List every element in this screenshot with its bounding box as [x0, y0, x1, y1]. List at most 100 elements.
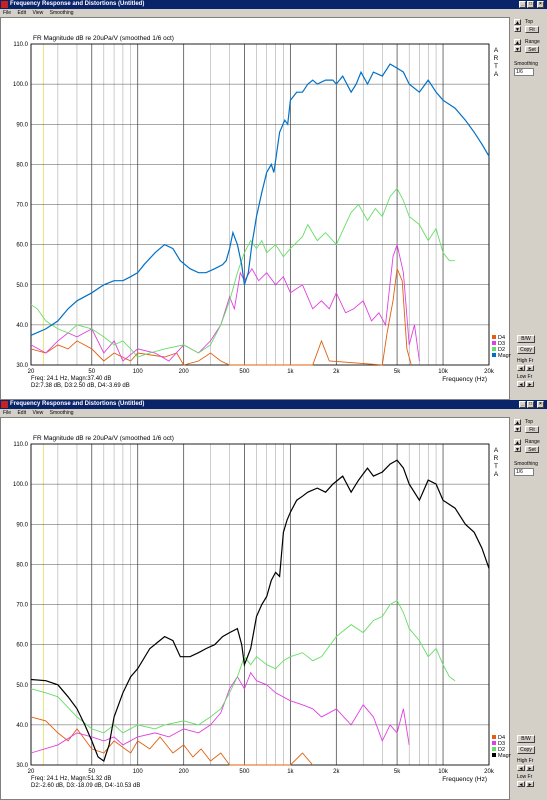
menu-edit[interactable]: Edit [17, 10, 27, 16]
top-down-button[interactable]: ▼ [514, 426, 521, 433]
menu-smoothing[interactable]: Smoothing [49, 10, 74, 16]
y-tick-label: 60.0 [16, 243, 28, 249]
menu-smoothing[interactable]: Smoothing [49, 410, 74, 416]
smoothing-select[interactable]: 1/6 [514, 68, 534, 76]
x-tick-label: 20k [484, 769, 495, 775]
x-tick-label: 200 [179, 769, 190, 775]
x-axis-label: Frequency (Hz) [442, 376, 487, 383]
y-tick-label: 90.0 [16, 522, 28, 528]
window-title: Frequency Response and Distortions (Unti… [10, 1, 145, 7]
grid [30, 443, 490, 766]
y-tick-label: 70.0 [16, 603, 28, 609]
range-up-button[interactable]: ▲ [514, 39, 521, 46]
high-fr-right-button[interactable]: ► [526, 765, 534, 772]
range-label: Range [525, 439, 540, 445]
series-line-magn [30, 63, 490, 336]
title-bar: Frequency Response and Distortions (Unti… [0, 400, 547, 409]
menu-file[interactable]: File [3, 410, 12, 416]
copy-button[interactable]: Copy [517, 746, 535, 754]
watermark-letter: R [494, 55, 499, 62]
y-tick-label: 30.0 [16, 363, 28, 369]
y-tick-label: 110.0 [13, 442, 28, 448]
frequency-response-chart[interactable]: 30.0 40.0 50.0 60.0 70.0 80.0 90.0 100.0 110.0 20… [1, 18, 511, 400]
menu-bar: File Edit View Smoothing [0, 9, 547, 17]
watermark-letter: T [494, 63, 498, 70]
range-down-button[interactable]: ▼ [514, 446, 521, 453]
minimize-button[interactable]: _ [519, 401, 526, 408]
x-tick-label: 50 [88, 369, 95, 375]
x-tick-label: 20 [28, 769, 35, 775]
app-icon [1, 401, 8, 408]
window-bottom: Frequency Response and Distortions (Unti… [0, 400, 547, 800]
fit-button[interactable]: Fit [525, 426, 539, 433]
menu-edit[interactable]: Edit [17, 410, 27, 416]
title-bar: Frequency Response and Distortions (Unti… [0, 0, 547, 9]
y-tick-label: 100.0 [13, 482, 29, 488]
x-tick-label: 2k [333, 769, 340, 775]
top-label: Top [525, 19, 534, 25]
y-tick-label: 40.0 [16, 323, 28, 329]
smoothing-select[interactable]: 1/6 [514, 468, 534, 476]
range-down-button[interactable]: ▼ [514, 46, 521, 53]
y-tick-label: 50.0 [16, 283, 28, 289]
series-line-d2 [30, 187, 456, 358]
low-fr-right-button[interactable]: ► [526, 381, 534, 388]
x-tick-label: 10k [438, 369, 449, 375]
low-fr-right-button[interactable]: ► [526, 781, 534, 788]
x-tick-label: 1k [287, 769, 294, 775]
status-readout-line2: D2:7.38 dB, D3:2.50 dB, D4:-3.69 dB [31, 383, 130, 389]
plot-area[interactable]: 30.0 40.0 50.0 60.0 70.0 80.0 90.0 100.0 110.0 20… [0, 417, 511, 800]
maximize-button[interactable]: □ [527, 1, 534, 8]
fit-button[interactable]: Fit [525, 26, 539, 33]
y-tick-label: 40.0 [16, 723, 28, 729]
y-tick-label: 30.0 [16, 763, 28, 769]
bw-button[interactable]: B/W [517, 335, 535, 343]
legend-label-d3: D3 [498, 341, 505, 347]
close-button[interactable]: × [537, 1, 544, 8]
series-line-magn [30, 459, 490, 762]
legend-label-d2: D2 [498, 747, 505, 753]
low-fr-left-button[interactable]: ◄ [517, 381, 525, 388]
watermark-letter: A [494, 71, 499, 78]
legend-swatch-d3 [492, 741, 496, 745]
chart-title: FR Magnitude dB re 20uPa/V (smoothed 1/6… [33, 35, 174, 42]
menu-view[interactable]: View [32, 410, 44, 416]
top-up-button[interactable]: ▲ [514, 19, 521, 26]
high-fr-left-button[interactable]: ◄ [517, 365, 525, 372]
legend-label-d4: D4 [498, 735, 505, 741]
plot-area[interactable]: 30.0 40.0 50.0 60.0 70.0 80.0 90.0 100.0 110.0 20… [0, 17, 511, 400]
menu-view[interactable]: View [32, 10, 44, 16]
x-tick-label: 5k [394, 369, 401, 375]
bw-button[interactable]: B/W [517, 735, 535, 743]
copy-button[interactable]: Copy [517, 346, 535, 354]
high-fr-label: High Fr [517, 758, 534, 764]
watermark-letter: A [494, 447, 499, 454]
frequency-response-chart[interactable]: 30.0 40.0 50.0 60.0 70.0 80.0 90.0 100.0 110.0 20… [1, 418, 511, 800]
high-fr-right-button[interactable]: ► [526, 365, 534, 372]
status-readout-line1: Freq: 24.1 Hz, Magn:37.40 dB [31, 376, 111, 382]
menu-file[interactable]: File [3, 10, 12, 16]
chart-title: FR Magnitude dB re 20uPa/V (smoothed 1/6… [33, 435, 174, 442]
x-tick-label: 2k [333, 369, 340, 375]
y-tick-label: 50.0 [16, 683, 28, 689]
top-up-button[interactable]: ▲ [514, 419, 521, 426]
legend-label-d3: D3 [498, 741, 505, 747]
legend-swatch-d2 [492, 747, 496, 751]
status-readout-line2: D2:-2.60 dB, D3:-18.09 dB, D4:-10.53 dB [31, 783, 140, 789]
grid [30, 43, 490, 366]
set-button[interactable]: Set [525, 446, 539, 453]
x-tick-label: 100 [133, 769, 144, 775]
maximize-button[interactable]: □ [527, 401, 534, 408]
close-button[interactable]: × [537, 401, 544, 408]
range-up-button[interactable]: ▲ [514, 439, 521, 446]
minimize-button[interactable]: _ [519, 1, 526, 8]
x-tick-label: 100 [133, 369, 144, 375]
smoothing-label: Smoothing [514, 461, 538, 467]
range-label: Range [525, 39, 540, 45]
high-fr-left-button[interactable]: ◄ [517, 765, 525, 772]
top-down-button[interactable]: ▼ [514, 26, 521, 33]
set-button[interactable]: Set [525, 46, 539, 53]
x-tick-label: 20 [28, 369, 35, 375]
x-tick-label: 10k [438, 769, 449, 775]
low-fr-left-button[interactable]: ◄ [517, 781, 525, 788]
